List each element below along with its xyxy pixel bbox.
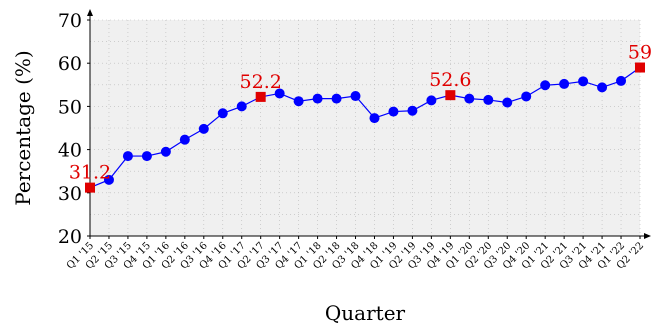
data-point	[141, 151, 152, 162]
data-point	[293, 96, 304, 107]
data-point	[540, 80, 551, 91]
x-axis-arrow	[644, 233, 651, 239]
data-point	[502, 97, 513, 108]
data-point	[578, 76, 589, 87]
data-point	[274, 88, 285, 99]
data-point	[426, 95, 437, 106]
data-point	[122, 151, 133, 162]
series	[85, 62, 645, 193]
x-axis-label: Quarter	[325, 301, 406, 325]
data-point	[521, 91, 532, 102]
data-point	[559, 78, 570, 89]
data-point	[236, 101, 247, 112]
highlight-point	[255, 91, 266, 102]
y-tick-label: 40	[58, 140, 82, 162]
data-point	[331, 93, 342, 104]
data-label: 52.2	[240, 71, 282, 93]
data-point	[388, 106, 399, 117]
data-point	[597, 82, 608, 93]
plot-area	[90, 20, 640, 236]
highlight-point	[85, 182, 95, 193]
y-ticks: 20 30 40 50 60 70	[58, 10, 90, 248]
y-tick-label: 50	[58, 96, 82, 118]
data-label: 52.6	[429, 69, 471, 91]
highlight-point	[635, 62, 645, 73]
grid	[89, 19, 641, 237]
data-point	[369, 113, 380, 124]
y-tick-label: 20	[58, 226, 82, 248]
data-label: 59	[628, 42, 651, 64]
y-tick-label: 70	[58, 10, 82, 32]
data-point	[312, 93, 323, 104]
highlight-point	[445, 90, 456, 101]
data-point	[350, 91, 361, 102]
y-axis-label: Percentage (%)	[11, 50, 35, 205]
y-axis-arrow	[87, 9, 93, 16]
data-point	[217, 108, 228, 119]
data-point	[160, 146, 171, 157]
data-point	[407, 105, 418, 116]
data-point	[198, 123, 209, 134]
y-tick-label: 60	[58, 53, 82, 75]
data-point	[179, 134, 190, 145]
axes	[87, 9, 651, 239]
y-tick-label: 30	[58, 183, 82, 205]
data-point	[616, 75, 627, 86]
data-point	[483, 94, 494, 105]
data-point	[103, 174, 114, 185]
data-labels: 31.2 52.2 52.6 59	[69, 42, 651, 184]
data-label: 31.2	[69, 162, 111, 184]
data-point	[464, 93, 475, 104]
